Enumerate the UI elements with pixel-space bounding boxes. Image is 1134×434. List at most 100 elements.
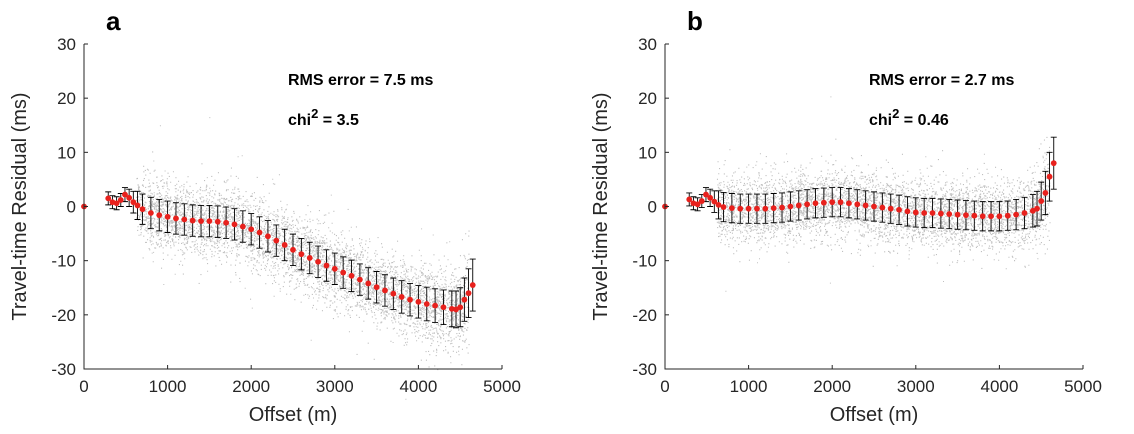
mean-point [223, 219, 230, 226]
mean-point [440, 304, 447, 311]
mean-point [1013, 211, 1020, 218]
mean-point [996, 213, 1003, 220]
mean-point [862, 202, 869, 209]
mean-point [365, 280, 372, 287]
mean-point [854, 201, 861, 208]
x-tick-label: 4000 [980, 377, 1018, 396]
mean-point [265, 233, 271, 240]
mean-point [356, 276, 363, 283]
chi-annotation: chi2 = 3.5 [288, 106, 359, 129]
mean-point [290, 246, 296, 253]
y-tick-label: 30 [638, 35, 657, 54]
mean-point [323, 262, 330, 269]
scatter-points [135, 117, 470, 400]
mean-point [904, 208, 911, 215]
y-tick-label: -30 [632, 360, 657, 379]
chi-base: chi [288, 112, 311, 129]
mean-point [715, 201, 722, 208]
mean-point [139, 206, 146, 213]
mean-point [988, 213, 994, 220]
mean-point [113, 200, 120, 207]
x-tick-label: 3000 [316, 377, 354, 396]
mean-point [1034, 205, 1040, 212]
mean-point [315, 258, 321, 265]
mean-point [971, 212, 978, 219]
mean-point [871, 203, 877, 210]
mean-point [703, 191, 709, 198]
x-tick-label: 4000 [399, 377, 437, 396]
rms-annotation: RMS error = 7.5 ms [288, 72, 434, 89]
x-tick-label: 5000 [483, 377, 521, 396]
mean-point [206, 218, 213, 225]
y-tick-label: 10 [57, 143, 76, 162]
y-tick-label: 0 [648, 198, 657, 217]
y-tick-label: 0 [67, 198, 76, 217]
mean-point [820, 199, 827, 206]
chart-panel-b: 0 1000 2000 3000 4000 5000 -30 -20 -10 0 10 20 30 Off… [590, 6, 1102, 426]
error-bars [105, 187, 476, 329]
x-axis-label: Offset (m) [249, 404, 338, 426]
mean-point [762, 205, 769, 212]
mean-point [248, 226, 255, 233]
scatter-cloud [135, 117, 470, 400]
mean-point [737, 205, 744, 212]
y-tick-label: 20 [638, 89, 657, 108]
mean-point [787, 203, 794, 210]
y-axis-label: Travel-time Residual (ms) [590, 92, 612, 320]
chi-superscript: 2 [892, 106, 899, 121]
mean-point [879, 204, 886, 211]
y-tick-label: -10 [632, 252, 657, 271]
mean-point [728, 205, 735, 212]
y-tick-label: -10 [51, 252, 76, 271]
y-tick-label: 20 [57, 89, 76, 108]
mean-point [804, 201, 811, 208]
mean-point [331, 265, 338, 272]
mean-point [122, 191, 128, 198]
mean-point [711, 198, 718, 205]
mean-point [390, 290, 397, 297]
scatter-cloud [716, 96, 1051, 292]
mean-point [147, 210, 154, 216]
mean-point [795, 202, 802, 209]
mean-point [1038, 198, 1045, 204]
chart-panel-a: 0 1000 2000 3000 4000 5000 -30 -20 -10 0 10 20 30 Off… [9, 6, 521, 426]
mean-point [912, 209, 919, 216]
x-tick-label: 0 [660, 377, 669, 396]
mean-point [281, 242, 288, 248]
mean-point [707, 194, 714, 201]
mean-point [256, 229, 263, 236]
panel-label: b [687, 6, 703, 36]
y-tick-label: 30 [57, 35, 76, 54]
scatter-points [716, 96, 1051, 292]
mean-point [698, 198, 705, 204]
x-tick-label: 1000 [730, 377, 768, 396]
mean-point [929, 210, 936, 216]
mean-point [214, 218, 221, 225]
mean-point [189, 217, 196, 224]
mean-point [231, 221, 238, 228]
mean-point [694, 201, 701, 208]
mean-point [457, 304, 464, 311]
y-tick-label: -20 [632, 306, 657, 325]
mean-point [1042, 190, 1049, 196]
mean-point [887, 205, 894, 212]
mean-point [181, 216, 188, 223]
mean-point [373, 284, 380, 291]
mean-point [921, 210, 928, 216]
mean-point [837, 199, 844, 206]
mean-point [1021, 210, 1028, 216]
mean-point [954, 211, 961, 218]
mean-point [415, 298, 422, 305]
mean-point [812, 200, 819, 207]
mean-point [348, 272, 355, 279]
mean-point [896, 206, 902, 213]
mean-point [979, 213, 986, 220]
x-tick-label: 2000 [232, 377, 270, 396]
x-tick-label: 5000 [1064, 377, 1102, 396]
mean-point [946, 211, 953, 217]
mean-point [398, 294, 405, 300]
mean-point [117, 197, 124, 203]
x-axis-label: Offset (m) [830, 404, 919, 426]
mean-point [407, 296, 413, 303]
